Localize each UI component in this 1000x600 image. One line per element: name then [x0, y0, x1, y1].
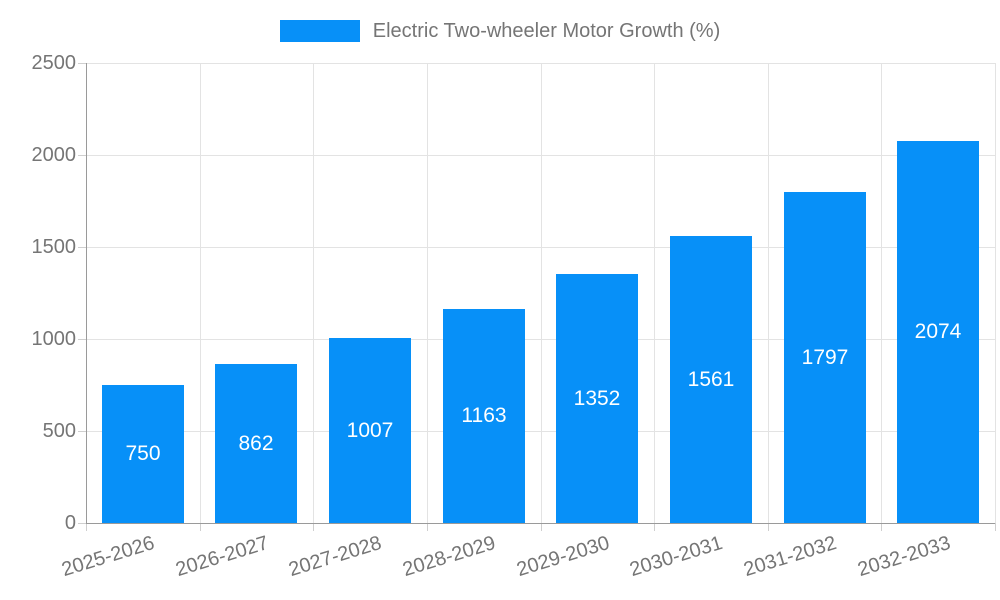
x-tick	[995, 523, 996, 531]
y-tick-label: 1500	[31, 236, 77, 258]
bar-value-label: 1797	[801, 345, 849, 369]
x-tick	[200, 523, 201, 531]
v-gridline	[541, 63, 542, 523]
bar-value-label: 1007	[346, 418, 394, 442]
y-axis-line	[86, 63, 87, 523]
bar[interactable]: 1561	[670, 236, 752, 523]
x-tick	[654, 523, 655, 531]
bar[interactable]: 1163	[443, 309, 525, 523]
v-gridline	[313, 63, 314, 523]
y-tick	[78, 431, 86, 432]
y-tick	[78, 339, 86, 340]
x-tick-label: 2029-2030	[513, 532, 612, 582]
bar[interactable]: 2074	[897, 141, 979, 523]
legend-label: Electric Two-wheeler Motor Growth (%)	[372, 20, 721, 42]
x-tick	[881, 523, 882, 531]
y-tick-label: 0	[64, 512, 76, 534]
x-axis-line	[86, 523, 995, 524]
y-tick	[78, 155, 86, 156]
y-tick	[78, 63, 86, 64]
x-tick-label: 2027-2028	[286, 532, 385, 582]
bar[interactable]: 862	[215, 364, 297, 523]
v-gridline	[427, 63, 428, 523]
v-gridline	[654, 63, 655, 523]
legend: Electric Two-wheeler Motor Growth (%)	[0, 20, 1000, 42]
bar[interactable]: 1352	[556, 274, 638, 523]
v-gridline	[881, 63, 882, 523]
v-gridline	[995, 63, 996, 523]
x-tick	[313, 523, 314, 531]
y-tick-label: 2000	[31, 144, 77, 166]
v-gridline	[768, 63, 769, 523]
x-tick-label: 2030-2031	[627, 532, 726, 582]
x-tick-label: 2031-2032	[741, 532, 839, 582]
bar-value-label: 1352	[573, 386, 621, 410]
bar[interactable]: 1797	[784, 192, 866, 523]
h-gridline	[86, 431, 995, 432]
legend-swatch	[279, 20, 360, 42]
v-gridline	[200, 63, 201, 523]
x-tick	[768, 523, 769, 531]
h-gridline	[86, 155, 995, 156]
h-gridline	[86, 63, 995, 64]
x-tick-label: 2025-2026	[59, 532, 158, 582]
y-tick	[78, 523, 86, 524]
h-gridline	[86, 247, 995, 248]
y-tick-label: 2500	[31, 52, 77, 74]
bar-value-label: 2074	[914, 320, 962, 343]
bar-value-label: 1163	[461, 404, 507, 427]
bar-value-label: 862	[238, 431, 274, 455]
bar-value-label: 750	[125, 442, 161, 465]
bar[interactable]: 1007	[329, 338, 411, 523]
bar-value-label: 1561	[687, 367, 735, 391]
x-tick	[427, 523, 428, 531]
y-tick-label: 1000	[31, 328, 77, 350]
x-tick-label: 2032-2033	[854, 532, 953, 582]
x-tick	[86, 523, 87, 531]
h-gridline	[86, 339, 995, 340]
x-tick-label: 2028-2029	[400, 532, 499, 582]
x-tick-label: 2026-2027	[172, 532, 271, 582]
bar[interactable]: 750	[102, 385, 184, 523]
y-tick	[78, 247, 86, 248]
x-tick	[541, 523, 542, 531]
y-tick-label: 500	[42, 420, 76, 442]
